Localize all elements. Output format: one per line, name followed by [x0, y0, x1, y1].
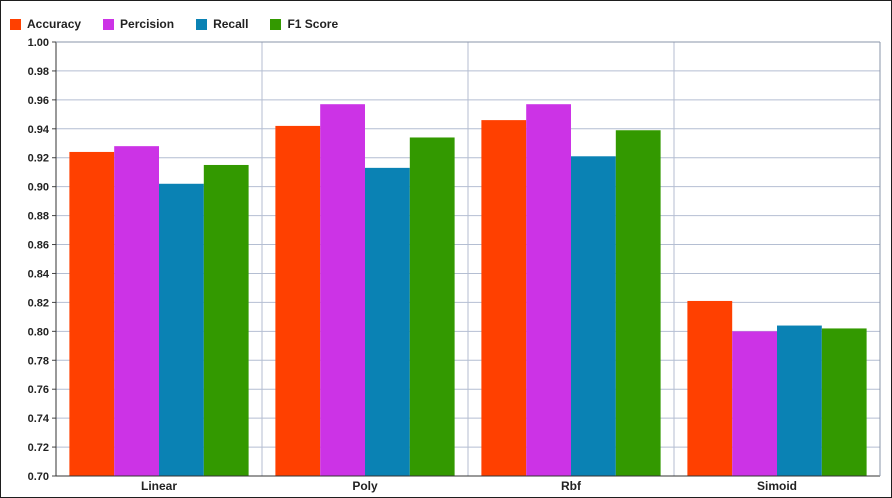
axis-labels: 0.70 0.72 0.74 0.76 0.78 0.80 0.82 0.84 0.86 0.88… [28, 37, 797, 493]
legend-item-accuracy: Accuracy [10, 17, 81, 31]
legend-swatch-f1-score [270, 18, 282, 30]
y-tick-label: 1.00 [28, 37, 49, 49]
legend-label-recall: Recall [213, 17, 249, 31]
bars [69, 104, 867, 477]
legend-item-percision: Percision [103, 17, 174, 31]
bar [365, 167, 410, 477]
bar [409, 137, 455, 477]
x-category-label: Rbf [561, 479, 582, 493]
legend-item-f1-score: F1 Score [270, 17, 338, 31]
bar [777, 325, 822, 476]
legend-label-f1-score: F1 Score [287, 17, 339, 31]
y-tick-label: 0.96 [28, 95, 49, 107]
bar [732, 331, 777, 476]
chart-legend: Accuracy Percision Recall F1 Score [10, 16, 360, 32]
y-tick-label: 0.94 [28, 124, 50, 136]
bar [320, 104, 365, 476]
bar [687, 300, 733, 476]
bar [159, 183, 204, 477]
legend-item-recall: Recall [196, 17, 248, 31]
bar [203, 164, 249, 476]
y-tick-label: 0.84 [28, 268, 50, 280]
y-tick-label: 0.90 [28, 182, 49, 194]
bar [114, 146, 159, 476]
y-tick-label: 0.74 [28, 413, 50, 425]
bar [571, 156, 616, 476]
bar [821, 328, 867, 476]
legend-swatch-accuracy [10, 18, 21, 30]
y-tick-label: 0.82 [28, 297, 49, 309]
y-tick-label: 0.76 [28, 384, 49, 396]
bar [275, 125, 321, 476]
axes [52, 41, 881, 477]
y-tick-label: 0.88 [28, 211, 49, 223]
y-tick-label: 0.78 [28, 355, 49, 367]
y-tick-label: 0.92 [28, 153, 49, 165]
y-tick-label: 0.86 [28, 240, 49, 252]
x-category-label: Poly [352, 479, 378, 493]
bar [69, 151, 115, 477]
y-tick-label: 0.70 [28, 471, 49, 483]
y-tick-label: 0.98 [28, 66, 49, 78]
legend-swatch-recall [196, 18, 208, 30]
x-category-label: Simoid [757, 479, 797, 493]
x-category-label: Linear [141, 479, 177, 493]
legend-swatch-percision [103, 18, 115, 30]
legend-label-accuracy: Accuracy [27, 17, 82, 31]
y-tick-label: 0.80 [28, 326, 49, 338]
bar [526, 104, 571, 476]
bar [615, 130, 661, 476]
legend-label-percision: Percision [120, 17, 175, 31]
bar [481, 120, 527, 477]
y-tick-label: 0.72 [28, 442, 49, 454]
